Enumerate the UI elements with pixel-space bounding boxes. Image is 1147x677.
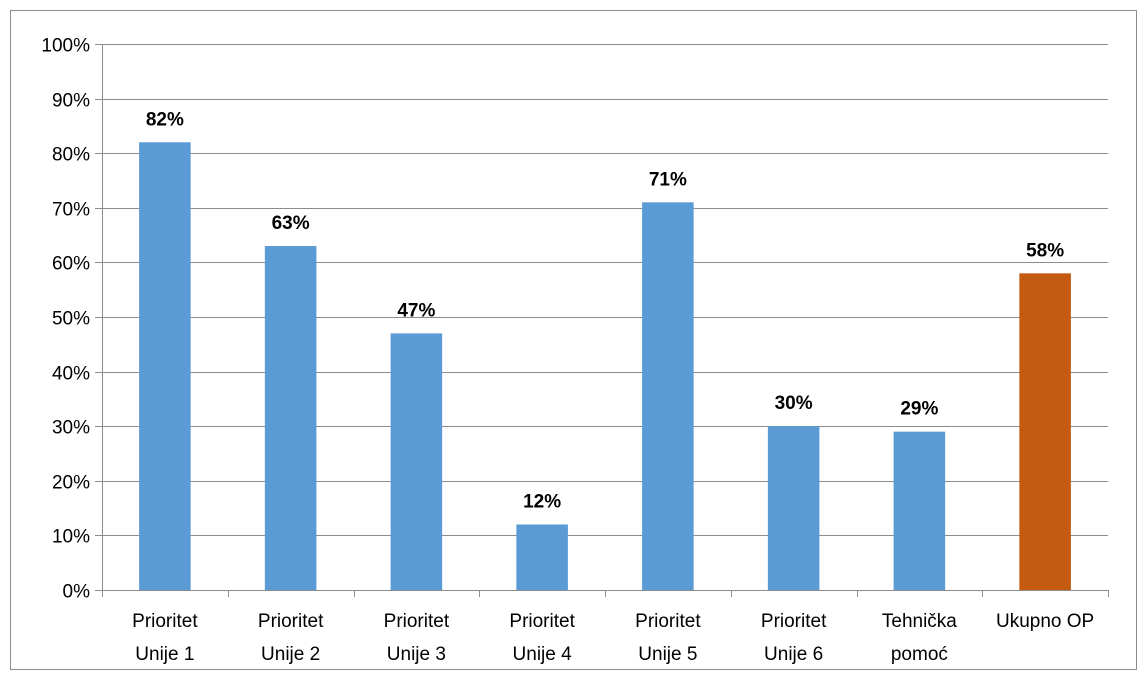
data-label: 71% xyxy=(649,169,687,190)
data-label: 29% xyxy=(900,399,938,420)
x-category-label: Unije 1 xyxy=(135,644,194,665)
x-axis-category-labels: Prioritet Unije 1 Prioritet Unije 2 Priorite… xyxy=(132,611,1094,665)
y-tick-label: 20% xyxy=(52,473,90,494)
bar xyxy=(390,333,443,590)
x-category-label: Unije 6 xyxy=(764,644,823,665)
y-tick-label: 40% xyxy=(52,364,90,385)
y-tick-label: 90% xyxy=(52,91,90,112)
x-category-label: Unije 4 xyxy=(513,644,573,665)
x-category-label: Prioritet xyxy=(258,611,324,632)
x-category-label: Unije 2 xyxy=(261,644,320,665)
x-axis xyxy=(102,590,1109,597)
x-category-label: pomoć xyxy=(891,644,948,665)
data-label: 82% xyxy=(146,109,184,130)
x-category-label: Prioritet xyxy=(761,611,827,632)
data-label: 30% xyxy=(775,393,813,414)
data-label: 58% xyxy=(1026,240,1064,261)
y-tick-label: 60% xyxy=(52,254,90,275)
y-tick-label: 70% xyxy=(52,200,90,221)
x-category-label: Prioritet xyxy=(635,611,701,632)
y-tick-label: 0% xyxy=(63,582,91,603)
y-axis-tick-labels: 0% 10% 20% 30% 40% 50% 60% 70% 80% 90% 100% xyxy=(41,36,90,603)
data-label: 12% xyxy=(523,491,561,512)
bar xyxy=(139,142,191,590)
bar xyxy=(642,202,694,590)
data-label: 63% xyxy=(272,213,310,234)
chart-frame xyxy=(10,10,1137,670)
x-category-label: Unije 5 xyxy=(638,644,697,665)
data-label: 47% xyxy=(397,300,435,321)
y-tick-label: 10% xyxy=(52,527,90,548)
bars xyxy=(139,142,1071,590)
y-tick-label: 80% xyxy=(52,145,90,166)
y-tick-label: 100% xyxy=(41,36,90,57)
data-labels: 82% 63% 47% 12% 71% 30% 29% 58% xyxy=(146,109,1064,512)
bar xyxy=(1019,273,1071,590)
x-category-label: Ukupno OP xyxy=(996,611,1094,632)
x-category-label: Tehnička xyxy=(882,611,957,632)
bar xyxy=(516,524,568,590)
bar xyxy=(893,431,946,590)
y-tick-label: 30% xyxy=(52,418,90,439)
x-category-label: Prioritet xyxy=(132,611,198,632)
x-category-label: Prioritet xyxy=(509,611,575,632)
x-category-label: Unije 3 xyxy=(387,644,446,665)
y-tick-label: 50% xyxy=(52,309,90,330)
bar xyxy=(767,426,820,590)
x-category-label: Prioritet xyxy=(384,611,450,632)
gridlines xyxy=(95,44,1108,591)
bar xyxy=(264,246,317,590)
